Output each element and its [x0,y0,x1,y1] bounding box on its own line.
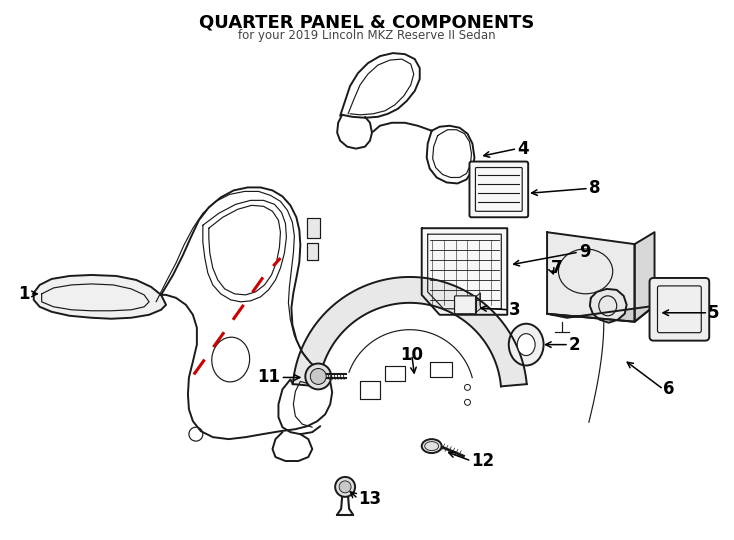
Text: 9: 9 [579,243,591,261]
Circle shape [335,477,355,497]
Ellipse shape [517,334,535,355]
Polygon shape [308,243,319,260]
Ellipse shape [422,439,442,453]
Text: 10: 10 [400,346,424,363]
Polygon shape [547,232,635,322]
Text: QUARTER PANEL & COMPONENTS: QUARTER PANEL & COMPONENTS [200,14,534,31]
Circle shape [305,363,331,389]
Polygon shape [635,232,655,322]
Text: 7: 7 [551,259,563,277]
Text: 6: 6 [664,380,675,399]
Polygon shape [547,306,655,322]
Text: 1: 1 [18,285,30,303]
Text: 12: 12 [471,452,495,470]
Text: 2: 2 [569,336,581,354]
Ellipse shape [509,323,544,366]
Polygon shape [34,275,166,319]
Polygon shape [476,293,481,313]
Polygon shape [429,361,451,377]
Text: 13: 13 [358,490,381,508]
FancyBboxPatch shape [454,296,476,314]
Text: 3: 3 [509,301,521,319]
Text: 11: 11 [258,368,280,387]
Circle shape [310,368,326,384]
Circle shape [339,481,351,493]
Polygon shape [590,289,627,323]
Text: 4: 4 [517,140,529,158]
Polygon shape [308,218,320,238]
FancyBboxPatch shape [470,161,528,217]
Polygon shape [293,277,527,387]
Text: for your 2019 Lincoln MKZ Reserve II Sedan: for your 2019 Lincoln MKZ Reserve II Sed… [239,29,495,42]
Polygon shape [385,366,405,381]
Text: 8: 8 [589,179,600,198]
Polygon shape [422,228,507,315]
Polygon shape [360,381,380,400]
FancyBboxPatch shape [650,278,709,341]
Text: 5: 5 [708,304,720,322]
